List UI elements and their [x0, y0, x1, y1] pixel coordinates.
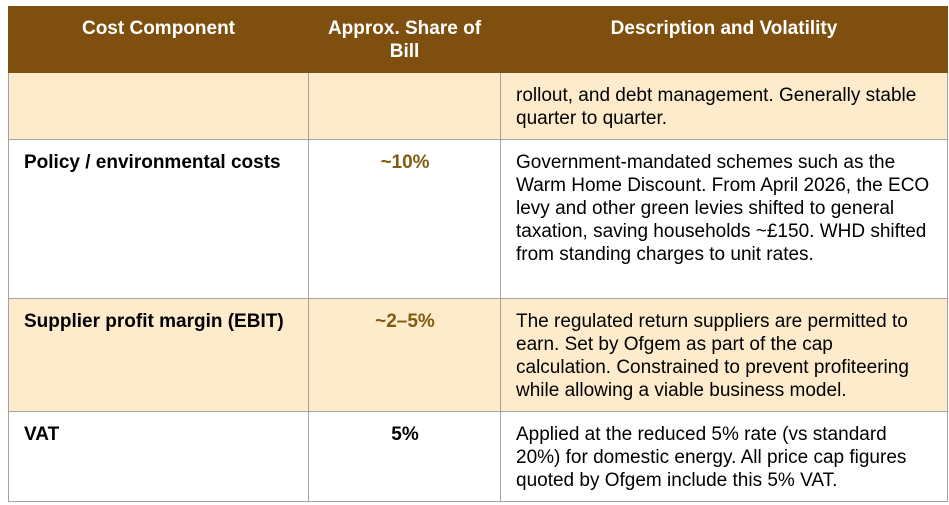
row-component: Policy / environmental costs — [8, 139, 309, 299]
row-description: rollout, and debt management. Generally … — [500, 72, 948, 140]
row-share: ~2–5% — [308, 298, 501, 412]
row-share — [308, 72, 501, 140]
cost-table-container: Cost Component Approx. Share of Bill Des… — [8, 6, 948, 502]
row-description: The regulated return suppliers are permi… — [500, 298, 948, 412]
table-header-row: Cost Component Approx. Share of Bill Des… — [8, 6, 948, 73]
table-row: Policy / environmental costs ~10% Govern… — [8, 139, 948, 299]
row-component: Supplier profit margin (EBIT) — [8, 298, 309, 412]
table-row: Supplier profit margin (EBIT) ~2–5% The … — [8, 298, 948, 412]
table-row: VAT 5% Applied at the reduced 5% rate (v… — [8, 411, 948, 502]
header-description: Description and Volatility — [500, 6, 948, 73]
row-share: 5% — [308, 411, 501, 502]
header-approx-share: Approx. Share of Bill — [308, 6, 501, 73]
row-component: VAT — [8, 411, 309, 502]
table-row: rollout, and debt management. Generally … — [8, 72, 948, 140]
row-description: Applied at the reduced 5% rate (vs stand… — [500, 411, 948, 502]
header-cost-component: Cost Component — [8, 6, 309, 73]
row-description: Government-mandated schemes such as the … — [500, 139, 948, 299]
cost-components-table: Cost Component Approx. Share of Bill Des… — [8, 6, 948, 502]
row-share: ~10% — [308, 139, 501, 299]
row-component — [8, 72, 309, 140]
